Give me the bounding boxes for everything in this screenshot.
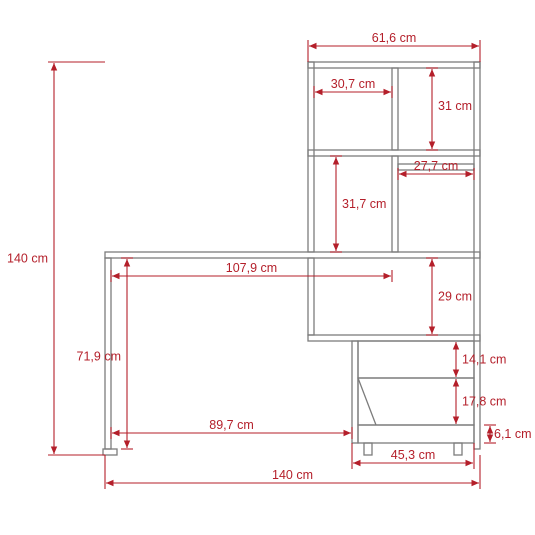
- dim-top-right-h: 31 cm: [438, 99, 472, 113]
- dim-top-left-w: 30,7 cm: [331, 77, 375, 91]
- dim-toe-kick-h: 6,1 cm: [494, 427, 532, 441]
- dim-drawer1-h: 14,1 cm: [462, 353, 506, 367]
- dim-cabinet-w: 45,3 cm: [391, 448, 435, 462]
- dim-leg-to-cab-w: 89,7 cm: [209, 418, 253, 432]
- dim-drawer2-h: 17,8 cm: [462, 395, 506, 409]
- dim-desk-internal-w: 107,9 cm: [226, 261, 277, 275]
- dim-top-unit-w: 61,6 cm: [372, 31, 416, 45]
- furniture-outline: [103, 62, 480, 455]
- dim-overall-w: 140 cm: [272, 468, 313, 482]
- dim-overall-h: 140 cm: [7, 252, 48, 266]
- dimensions: 140 cm 140 cm 61,6 cm 30,7 cm 31 cm 31,7 cm 27…: [7, 31, 532, 489]
- dim-leg-h: 71,9 cm: [77, 350, 121, 364]
- dim-mid-left-h: 31,7 cm: [342, 197, 386, 211]
- dim-right-shelf-h: 29 cm: [438, 290, 472, 304]
- dim-mid-right-w: 27,7 cm: [414, 159, 458, 173]
